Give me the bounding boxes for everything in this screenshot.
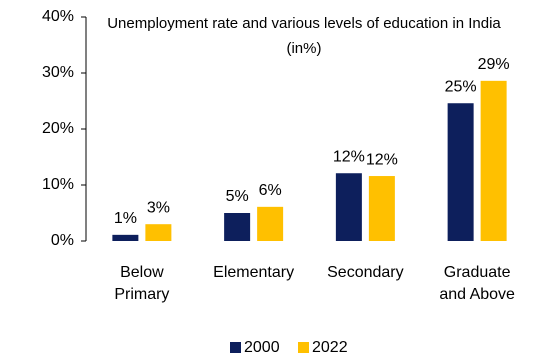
x-tick-label: Elementary <box>213 264 295 281</box>
legend-swatch <box>298 342 309 353</box>
y-tick-label: 20% <box>42 120 74 137</box>
data-label: 12% <box>366 151 398 168</box>
bar <box>447 103 474 242</box>
data-label: 12% <box>333 148 365 165</box>
chart-title: Unemployment rate and various levels of … <box>107 15 501 57</box>
data-label: 29% <box>478 56 510 73</box>
x-tick-label: Below Primary <box>114 264 170 303</box>
y-tick-label: 40% <box>42 8 74 25</box>
y-tick-label: 30% <box>42 64 74 81</box>
data-label: 3% <box>147 199 170 216</box>
x-tick-label: Graduate and Above <box>439 264 515 303</box>
data-label: 5% <box>226 188 249 205</box>
x-tick-label: Secondary <box>327 264 404 281</box>
bar <box>368 176 395 241</box>
bar <box>145 224 172 241</box>
legend-label: 2000 <box>244 339 280 356</box>
bar <box>112 234 139 241</box>
bar <box>480 80 507 241</box>
legend-swatch <box>230 342 241 353</box>
data-label: 1% <box>114 210 137 227</box>
data-label: 25% <box>445 78 477 95</box>
bar <box>257 206 284 241</box>
legend-label: 2022 <box>312 339 348 356</box>
y-tick-label: 0% <box>51 232 74 249</box>
data-label: 6% <box>259 182 282 199</box>
bar <box>335 173 362 241</box>
y-tick-label: 10% <box>42 176 74 193</box>
bar <box>224 213 251 241</box>
